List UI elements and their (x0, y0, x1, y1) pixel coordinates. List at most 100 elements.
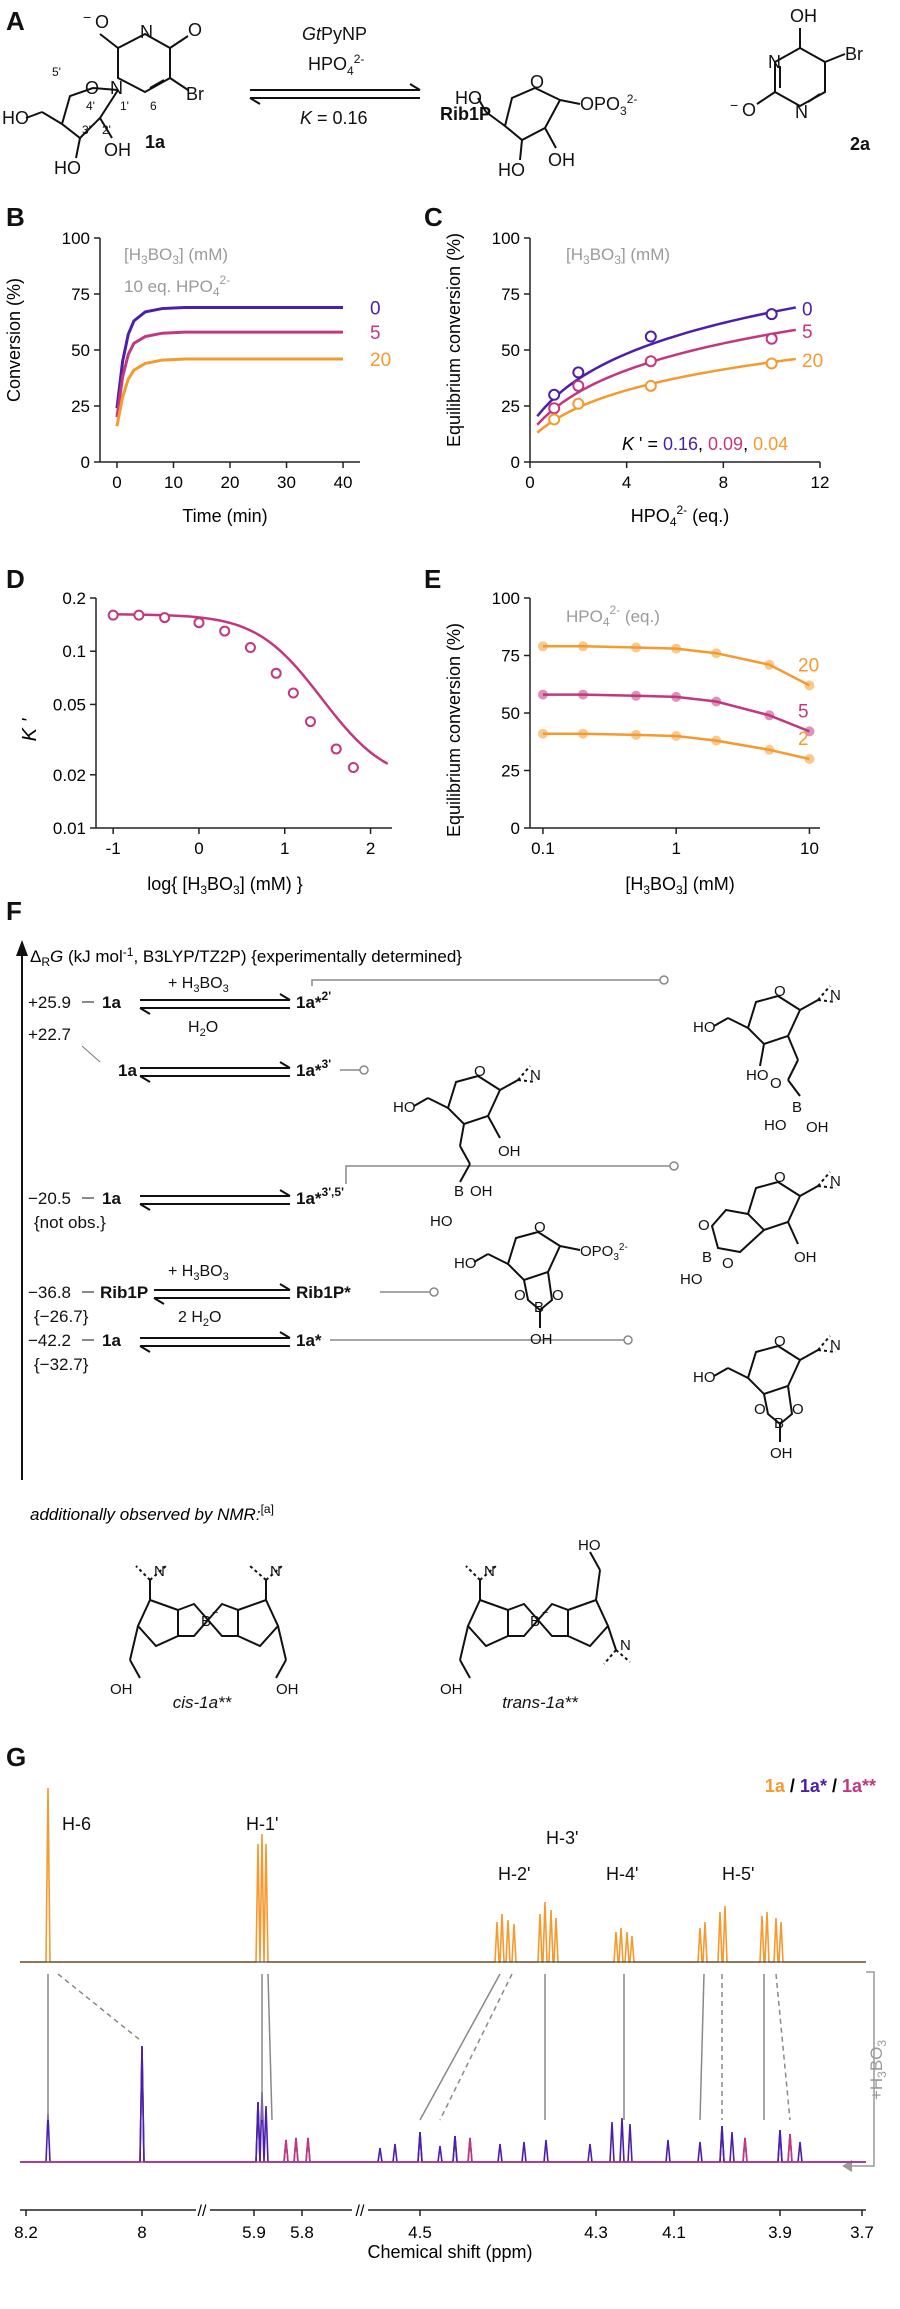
svg-text:N: N (830, 987, 841, 1004)
svg-text:HO: HO (693, 1019, 716, 1036)
x-tick-label: 4.3 (584, 2223, 608, 2242)
peak-label-h5p: H-5' (722, 1864, 754, 1884)
svg-text:−: − (212, 1607, 218, 1619)
atom-number: 2' (102, 123, 111, 137)
panel-e-xlabel: [H3BO3] (mM) (625, 874, 734, 897)
atom-label: HO (54, 158, 81, 178)
data-point-20 (765, 357, 778, 370)
experimental-value: {−32.7} (34, 1355, 89, 1374)
panel-a: A (2, 6, 871, 180)
data-point-20 (578, 641, 589, 652)
energy-value: −20.5 (28, 1189, 71, 1208)
x-tick-label: 0 (525, 473, 534, 492)
x-tick-label: 1 (280, 839, 289, 858)
atom-label: O (742, 100, 756, 120)
svg-text:B: B (534, 1299, 544, 1316)
svg-text:N: N (620, 1637, 631, 1654)
x-tick-label: 8.2 (14, 2223, 38, 2242)
x-tick-label: 0.1 (531, 839, 555, 858)
svg-text:B: B (201, 1613, 211, 1630)
data-point-20 (711, 648, 722, 659)
panel-a-label: A (6, 6, 25, 36)
svg-text:O: O (754, 1401, 766, 1418)
panel-c-legend-title: [H3BO3] (mM) (566, 245, 670, 267)
svg-text:−: − (730, 97, 738, 113)
panel-b-xlabel: Time (min) (182, 506, 267, 526)
data-point (330, 743, 342, 755)
axis-break: // (356, 2203, 365, 2220)
x-tick-label: -1 (106, 839, 121, 858)
panel-g-legend: 1a / 1a* / 1a** (765, 1776, 876, 1796)
x-tick-label: 5.9 (242, 2223, 266, 2242)
data-point (133, 609, 145, 621)
data-point (244, 641, 256, 653)
reactant-label: 1a (118, 1061, 137, 1080)
data-point-20 (537, 641, 548, 652)
structure-drawings (413, 985, 837, 1442)
x-tick-label: 4.1 (662, 2223, 686, 2242)
atom-label: HO (498, 160, 525, 180)
data-point-20 (644, 379, 657, 392)
atom-number: 6 (150, 99, 157, 113)
y-tick-label: 0 (511, 453, 520, 472)
data-point-20 (804, 680, 815, 691)
atom-label: O (85, 78, 99, 98)
y-tick-label: 0.01 (53, 819, 86, 838)
compound-2a: 2a (850, 134, 871, 154)
energy-value: −36.8 (28, 1283, 71, 1302)
data-point-5 (644, 355, 657, 368)
panel-g-xlabel: Chemical shift (ppm) (367, 2242, 532, 2262)
correlation-line (419, 1973, 501, 2121)
series-label-2: 2 (798, 729, 809, 750)
spectrum-1a (20, 1787, 866, 1963)
data-point-2 (764, 744, 775, 755)
x-tick-label: 0 (112, 473, 121, 492)
data-point-2 (711, 735, 722, 746)
reagent-bottom: 2 H2O (178, 1309, 221, 1329)
atom-label: Br (186, 84, 204, 104)
correlation-line (699, 1973, 705, 2121)
series-label-0: 0 (370, 298, 381, 319)
series-label-20: 20 (370, 350, 391, 371)
data-point (347, 761, 359, 773)
compound-rib1p: Rib1P (440, 104, 491, 124)
panel-g: G 1a / 1a* / 1a** H-6 H-1' H-2' H-3' H-4… (6, 1742, 889, 2262)
y-tick-label: 75 (71, 285, 90, 304)
data-point-0 (548, 388, 561, 401)
y-tick-label: 75 (501, 285, 520, 304)
y-tick-label: 0.02 (53, 766, 86, 785)
x-tick-label: 40 (334, 473, 353, 492)
data-point-5 (711, 696, 722, 707)
data-point (193, 617, 205, 629)
svg-text:O: O (552, 1287, 564, 1304)
atom-number: 1' (120, 99, 129, 113)
y-tick-label: 100 (62, 229, 90, 248)
peak-label-h2p: H-2' (498, 1864, 530, 1884)
data-point (107, 609, 119, 621)
svg-text:HO: HO (430, 1213, 453, 1230)
x-tick-label: 5.8 (290, 2223, 314, 2242)
spectrum-1a-double-star (20, 2133, 866, 2163)
svg-text:O: O (774, 1169, 786, 1186)
cis-label: cis-1a** (173, 1693, 233, 1712)
panel-f: F ΔRG (kJ mol-1, B3LYP/TZ2P) {experiment… (6, 896, 841, 1712)
correlation-line (775, 1973, 791, 2121)
panel-d-plot: -1 0 1 2 0.01 0.02 0.05 0.1 0.2 (53, 589, 392, 858)
peak-label-h6: H-6 (62, 1814, 91, 1834)
panel-b: B Conversion (%) Time (min) [H3BO3] (mM)… (4, 202, 391, 526)
series-line-20 (115, 357, 344, 427)
data-point-2 (631, 729, 642, 740)
bis-borate-structures (129, 1551, 631, 1679)
product-label: 1a*3' (296, 1057, 331, 1080)
svg-text:O: O (514, 1287, 526, 1304)
panel-c-kprime: K ' = 0.16, 0.09, 0.04 (622, 434, 788, 454)
panel-g-side-label: +H3BO3 (867, 2040, 889, 2100)
data-point-5 (548, 402, 561, 415)
x-tick-label: 2 (366, 839, 375, 858)
series-line-0 (115, 305, 344, 409)
y-tick-label: 0.2 (62, 589, 86, 608)
svg-text:B: B (774, 1415, 784, 1432)
svg-text:OH: OH (806, 1119, 829, 1136)
svg-text:N: N (530, 1067, 541, 1084)
